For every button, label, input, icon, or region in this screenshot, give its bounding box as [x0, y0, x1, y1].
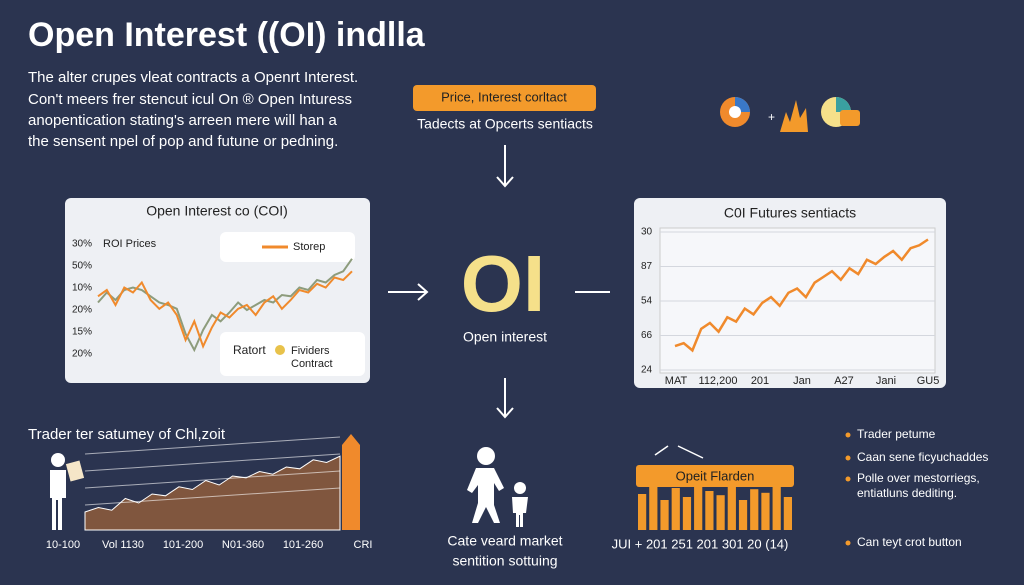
chart-title: Open Interest co (COI): [146, 203, 288, 219]
x-tick-label: Jan: [793, 375, 811, 387]
bar: [638, 494, 647, 530]
guide-line: [84, 487, 341, 506]
line: [97, 258, 353, 353]
x-tick-label: Vol 1130: [102, 539, 144, 551]
x-tick-label: A27: [834, 375, 854, 387]
person-icon: [50, 453, 85, 530]
y-tick-label: 30: [641, 227, 653, 238]
line: [97, 270, 353, 349]
arrow: [654, 445, 704, 459]
bar: [738, 500, 748, 530]
title: Open Interest ((OI) indlla: [28, 16, 426, 54]
people-icon: [467, 447, 528, 527]
bar: [694, 482, 703, 530]
bar: [772, 484, 781, 530]
x-tick-label: Jani: [876, 375, 896, 387]
bullet: Caan sene ficyuchaddes: [857, 450, 988, 464]
y-tick-label: 20%: [72, 305, 92, 316]
svg-text:+: +: [768, 110, 775, 124]
bar: [761, 492, 770, 530]
guide-line: [84, 436, 341, 455]
badge: [413, 85, 596, 111]
bullet: Polle over mestorriegs,: [857, 471, 980, 485]
big-label: OI: [461, 239, 545, 328]
y-tick-label: 66: [641, 330, 653, 341]
bar: [660, 500, 669, 530]
highlight-bar: [342, 434, 360, 530]
x-tick-label: 112,200: [699, 375, 738, 387]
arrow: [388, 145, 610, 419]
guide-line: [84, 453, 341, 472]
bar: [705, 491, 714, 530]
bullet: Trader petume: [857, 427, 936, 441]
bar: [716, 495, 725, 530]
note-icon: [275, 345, 285, 355]
note-label: Ratort: [233, 343, 266, 357]
intro-line: The alter crupes vleat contracts a Openr…: [28, 69, 358, 86]
y-tick-label: 87: [641, 261, 653, 272]
x-tick-label: CRI: [354, 539, 373, 551]
section-title: Trader ter satumey of Chl,zoit: [28, 426, 226, 443]
y-tick-label: 54: [641, 296, 653, 307]
bar: [682, 497, 692, 530]
x-tick-label: JUI + 201 251 201 301 20 (14): [612, 536, 789, 551]
y-tick-label: 24: [641, 365, 653, 376]
bar-label-box: [636, 465, 794, 487]
line: [674, 238, 929, 353]
bar: [750, 489, 759, 530]
caption: Tadects at Opcerts sentiacts: [417, 116, 593, 132]
x-tick-label: GU5: [917, 375, 940, 387]
x-tick-label: N01-360: [222, 539, 264, 551]
badge-text: Price, Interest corltact: [441, 89, 567, 104]
bar: [649, 485, 658, 530]
x-tick-label: 10-100: [46, 539, 80, 551]
bar: [671, 488, 680, 530]
bottom-caption: sentition sottuing: [452, 553, 557, 569]
note-text: Fividers: [291, 345, 330, 357]
intro-line: Con't meers frer stencut icul On ® Open …: [28, 91, 352, 108]
x-tick-label: 101-260: [283, 539, 323, 551]
intro-line: anopentication stating's arreen mere wil…: [28, 112, 338, 129]
y-tick-label: 10%: [72, 283, 92, 294]
bullet: Can teyt crot button: [857, 535, 962, 549]
bar-label: Opeit Flarden: [676, 468, 755, 483]
x-tick-label: MAT: [665, 375, 688, 387]
y-tick-label: 20%: [72, 349, 92, 360]
bar: [783, 497, 792, 530]
chart-title: C0I Futures sentiacts: [724, 205, 856, 221]
y-tick-label: 50%: [72, 261, 92, 272]
legend-title: ROI Prices: [103, 238, 157, 250]
intro-line: the sensent npel of pop and futune or pe…: [28, 133, 338, 150]
x-tick-label: 201: [751, 375, 769, 387]
note-box: [220, 332, 365, 376]
bar: [727, 486, 736, 530]
bullet-dots: [845, 432, 851, 546]
note-text: Contract: [291, 358, 333, 370]
big-caption: Open interest: [463, 329, 547, 345]
y-tick-label: 15%: [72, 327, 92, 338]
bullet: entiatluns dediting.: [857, 486, 957, 500]
x-tick-label: 101-200: [163, 539, 203, 551]
icons: +: [720, 97, 860, 132]
legend-label: Storep: [293, 241, 325, 253]
guide-line: [84, 470, 341, 489]
bottom-caption: Cate veard market: [447, 533, 562, 549]
y-tick-label: 30%: [72, 239, 92, 250]
